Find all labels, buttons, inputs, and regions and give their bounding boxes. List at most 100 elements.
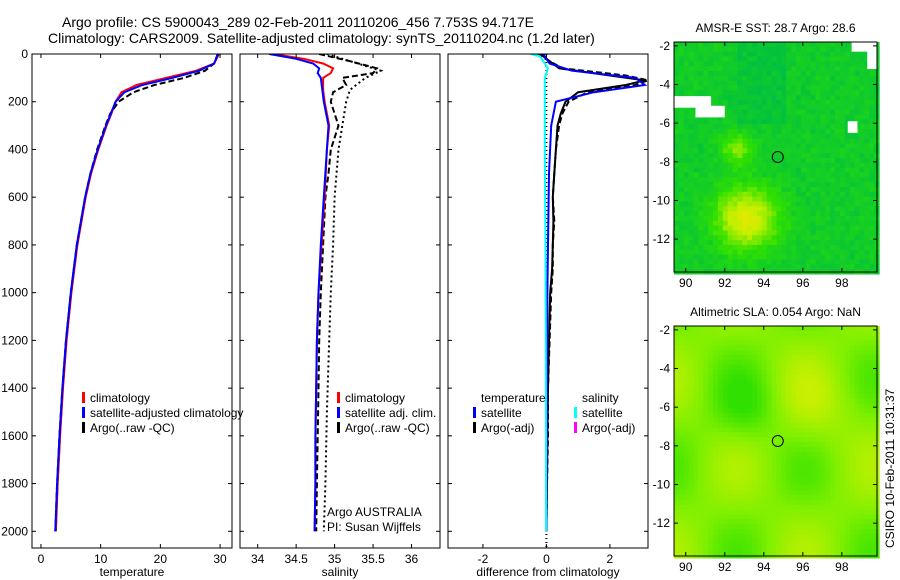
map-cell bbox=[830, 109, 836, 115]
map-cell bbox=[859, 384, 865, 390]
map-cell bbox=[752, 393, 758, 399]
map-cell bbox=[859, 340, 865, 346]
map-cell bbox=[703, 374, 709, 380]
map-cell bbox=[708, 244, 714, 251]
map-cell bbox=[810, 66, 817, 72]
map-cell bbox=[800, 524, 807, 530]
map-cell bbox=[717, 543, 724, 549]
map-cell bbox=[761, 504, 768, 511]
map-cell bbox=[796, 548, 802, 554]
map-cell bbox=[839, 403, 846, 409]
map-cell bbox=[742, 259, 748, 265]
map-cell bbox=[854, 249, 861, 256]
map-cell bbox=[683, 71, 690, 77]
map-cell bbox=[766, 51, 773, 58]
map-cell bbox=[859, 446, 865, 453]
map-cell bbox=[732, 475, 739, 482]
map-cell bbox=[864, 215, 870, 222]
map-cell bbox=[864, 442, 870, 448]
map-cell bbox=[752, 345, 758, 351]
map-cell bbox=[869, 461, 875, 467]
map-cell bbox=[766, 124, 773, 130]
map-cell bbox=[674, 548, 680, 554]
map-cell bbox=[796, 254, 802, 260]
map-cell bbox=[830, 75, 836, 82]
map-cell bbox=[698, 398, 704, 404]
map-cell bbox=[727, 480, 734, 486]
map-cell bbox=[708, 509, 714, 515]
map-cell bbox=[688, 191, 695, 198]
map-cell bbox=[786, 167, 792, 173]
map-cell bbox=[766, 398, 773, 404]
map-cell bbox=[859, 196, 865, 202]
map-cell bbox=[703, 538, 709, 544]
map-cell bbox=[800, 384, 807, 390]
map-cell bbox=[693, 124, 699, 130]
map-cell bbox=[781, 427, 787, 433]
map-cell bbox=[698, 158, 704, 164]
map-cell bbox=[781, 244, 787, 251]
map-cell bbox=[825, 461, 831, 467]
map-cell bbox=[766, 442, 773, 448]
map-cell bbox=[713, 340, 719, 346]
map-cell bbox=[844, 249, 851, 256]
map-cell bbox=[830, 384, 836, 390]
map-cell bbox=[683, 499, 690, 506]
map-cell bbox=[781, 446, 787, 453]
map-cell bbox=[722, 104, 729, 111]
map-cell bbox=[683, 158, 690, 164]
map-cell bbox=[732, 71, 739, 77]
map-cell bbox=[859, 359, 865, 366]
map-cell bbox=[869, 172, 875, 178]
map-cell bbox=[796, 264, 802, 270]
map-cell bbox=[805, 466, 812, 472]
map-cell bbox=[815, 51, 821, 58]
map-cell bbox=[713, 162, 719, 169]
map-cell bbox=[747, 495, 753, 501]
map-cell bbox=[844, 114, 851, 120]
map-cell bbox=[859, 124, 865, 130]
map-cell bbox=[727, 244, 734, 251]
map-cell bbox=[805, 114, 812, 120]
map-cell bbox=[839, 359, 846, 366]
map-cell bbox=[791, 167, 797, 173]
map-cell bbox=[747, 124, 753, 130]
map-cell bbox=[757, 330, 763, 337]
map-cell bbox=[835, 359, 841, 366]
map-cell bbox=[703, 71, 709, 77]
map-cell bbox=[869, 119, 875, 125]
map-cell bbox=[766, 485, 773, 491]
map-cell bbox=[864, 326, 870, 332]
map-cell bbox=[771, 206, 778, 212]
map-cell bbox=[864, 244, 870, 251]
map-cell bbox=[732, 211, 739, 217]
map-cell bbox=[698, 364, 704, 371]
map-cell bbox=[752, 485, 758, 491]
map-cell bbox=[688, 51, 695, 58]
map-cell bbox=[693, 225, 699, 231]
map-cell bbox=[844, 85, 851, 91]
map-cell bbox=[835, 374, 841, 380]
map-cell bbox=[708, 85, 714, 91]
map-cell bbox=[800, 143, 807, 149]
map-cell bbox=[737, 138, 743, 144]
map-cell bbox=[674, 461, 680, 467]
map-cell bbox=[761, 119, 768, 125]
map-cell bbox=[830, 403, 836, 409]
map-cell bbox=[737, 75, 743, 82]
map-cell bbox=[742, 104, 748, 111]
map-cell bbox=[805, 388, 812, 395]
map-cell bbox=[703, 480, 709, 486]
map-cell bbox=[869, 485, 875, 491]
map-cell bbox=[674, 504, 680, 511]
map-cell bbox=[708, 466, 714, 472]
map-cell bbox=[796, 61, 802, 67]
map-cell bbox=[849, 104, 856, 111]
map-cell bbox=[742, 85, 748, 91]
map-cell bbox=[839, 326, 846, 332]
map-cell bbox=[796, 230, 802, 236]
map-cell bbox=[869, 191, 875, 198]
map-cell bbox=[698, 90, 704, 96]
map-cell bbox=[859, 350, 865, 356]
